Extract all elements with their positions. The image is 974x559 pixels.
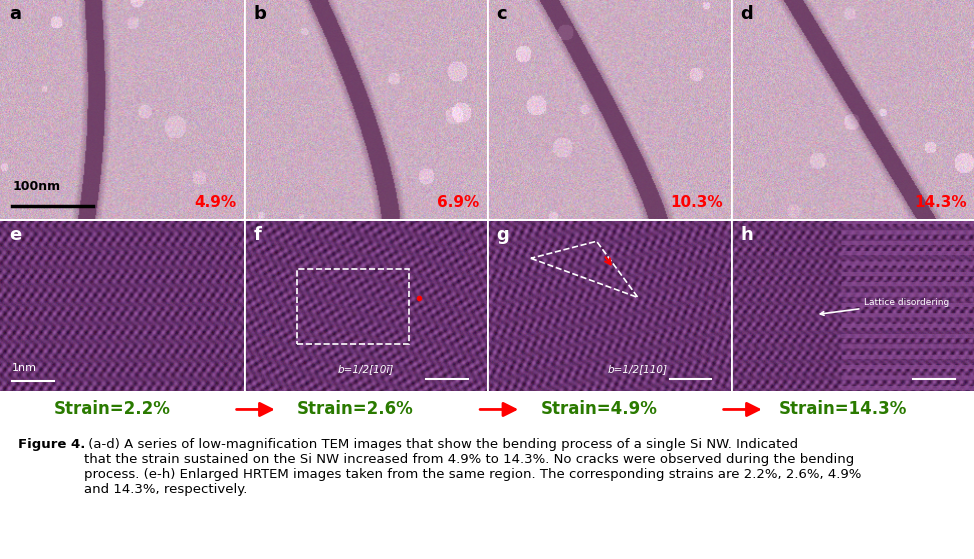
Text: Strain=2.6%: Strain=2.6% (297, 400, 414, 419)
Text: h: h (740, 226, 753, 244)
Text: a: a (10, 5, 21, 23)
Text: 14.3%: 14.3% (914, 195, 966, 210)
Text: g: g (497, 226, 509, 244)
Text: b=1/2[110]: b=1/2[110] (608, 364, 668, 375)
Text: 4.9%: 4.9% (194, 195, 236, 210)
Text: 1nm: 1nm (12, 363, 37, 372)
Text: 10.3%: 10.3% (670, 195, 723, 210)
Text: 100nm: 100nm (12, 179, 60, 193)
Text: Lattice disordering: Lattice disordering (820, 298, 950, 315)
Text: b=1/2[10ī]: b=1/2[10ī] (337, 364, 393, 375)
Text: d: d (740, 5, 753, 23)
Text: e: e (10, 226, 22, 244)
Text: f: f (253, 226, 261, 244)
Text: Strain=14.3%: Strain=14.3% (778, 400, 907, 419)
Text: (a-d) A series of low-magnification TEM images that show the bending process of : (a-d) A series of low-magnification TEM … (84, 438, 861, 496)
Text: Strain=2.2%: Strain=2.2% (54, 400, 170, 419)
Text: 6.9%: 6.9% (437, 195, 479, 210)
Text: c: c (497, 5, 507, 23)
Text: b: b (253, 5, 266, 23)
Text: Figure 4.: Figure 4. (18, 438, 85, 451)
Text: Strain=4.9%: Strain=4.9% (541, 400, 657, 419)
